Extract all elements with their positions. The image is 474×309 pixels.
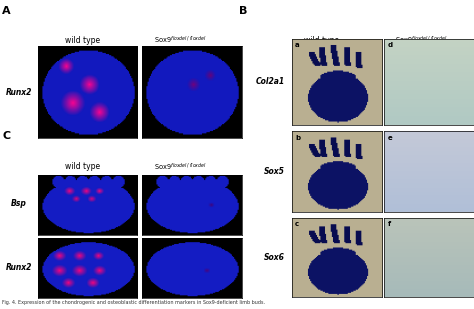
Text: wild type: wild type [64, 162, 100, 171]
Text: c: c [295, 221, 299, 227]
Text: Fig. 4. Expression of the chondrogenic and osteoblastic differentiation markers : Fig. 4. Expression of the chondrogenic a… [2, 300, 265, 305]
Text: wild type: wild type [64, 36, 100, 45]
Text: f: f [388, 221, 391, 227]
Text: Sox9$^{floxdel/\ floxdel}$: Sox9$^{floxdel/\ floxdel}$ [395, 35, 448, 46]
Text: Runx2: Runx2 [6, 88, 32, 97]
Text: A: A [2, 6, 11, 16]
Text: d: d [388, 42, 392, 48]
Text: wild type: wild type [304, 36, 339, 45]
Text: Bsp: Bsp [11, 199, 27, 209]
Text: C: C [2, 131, 10, 141]
Text: Runx2: Runx2 [6, 263, 32, 272]
Text: Sox5: Sox5 [264, 167, 284, 176]
Text: Sox9$^{floxdel/\ floxdel}$: Sox9$^{floxdel/\ floxdel}$ [154, 161, 207, 172]
Text: Col2a1: Col2a1 [255, 77, 284, 87]
Text: e: e [388, 134, 392, 141]
Text: a: a [295, 42, 300, 48]
Text: B: B [239, 6, 248, 16]
Text: b: b [295, 134, 300, 141]
Text: Sox9$^{floxdel/\ floxdel}$: Sox9$^{floxdel/\ floxdel}$ [154, 35, 207, 46]
Text: Sox6: Sox6 [264, 253, 284, 262]
